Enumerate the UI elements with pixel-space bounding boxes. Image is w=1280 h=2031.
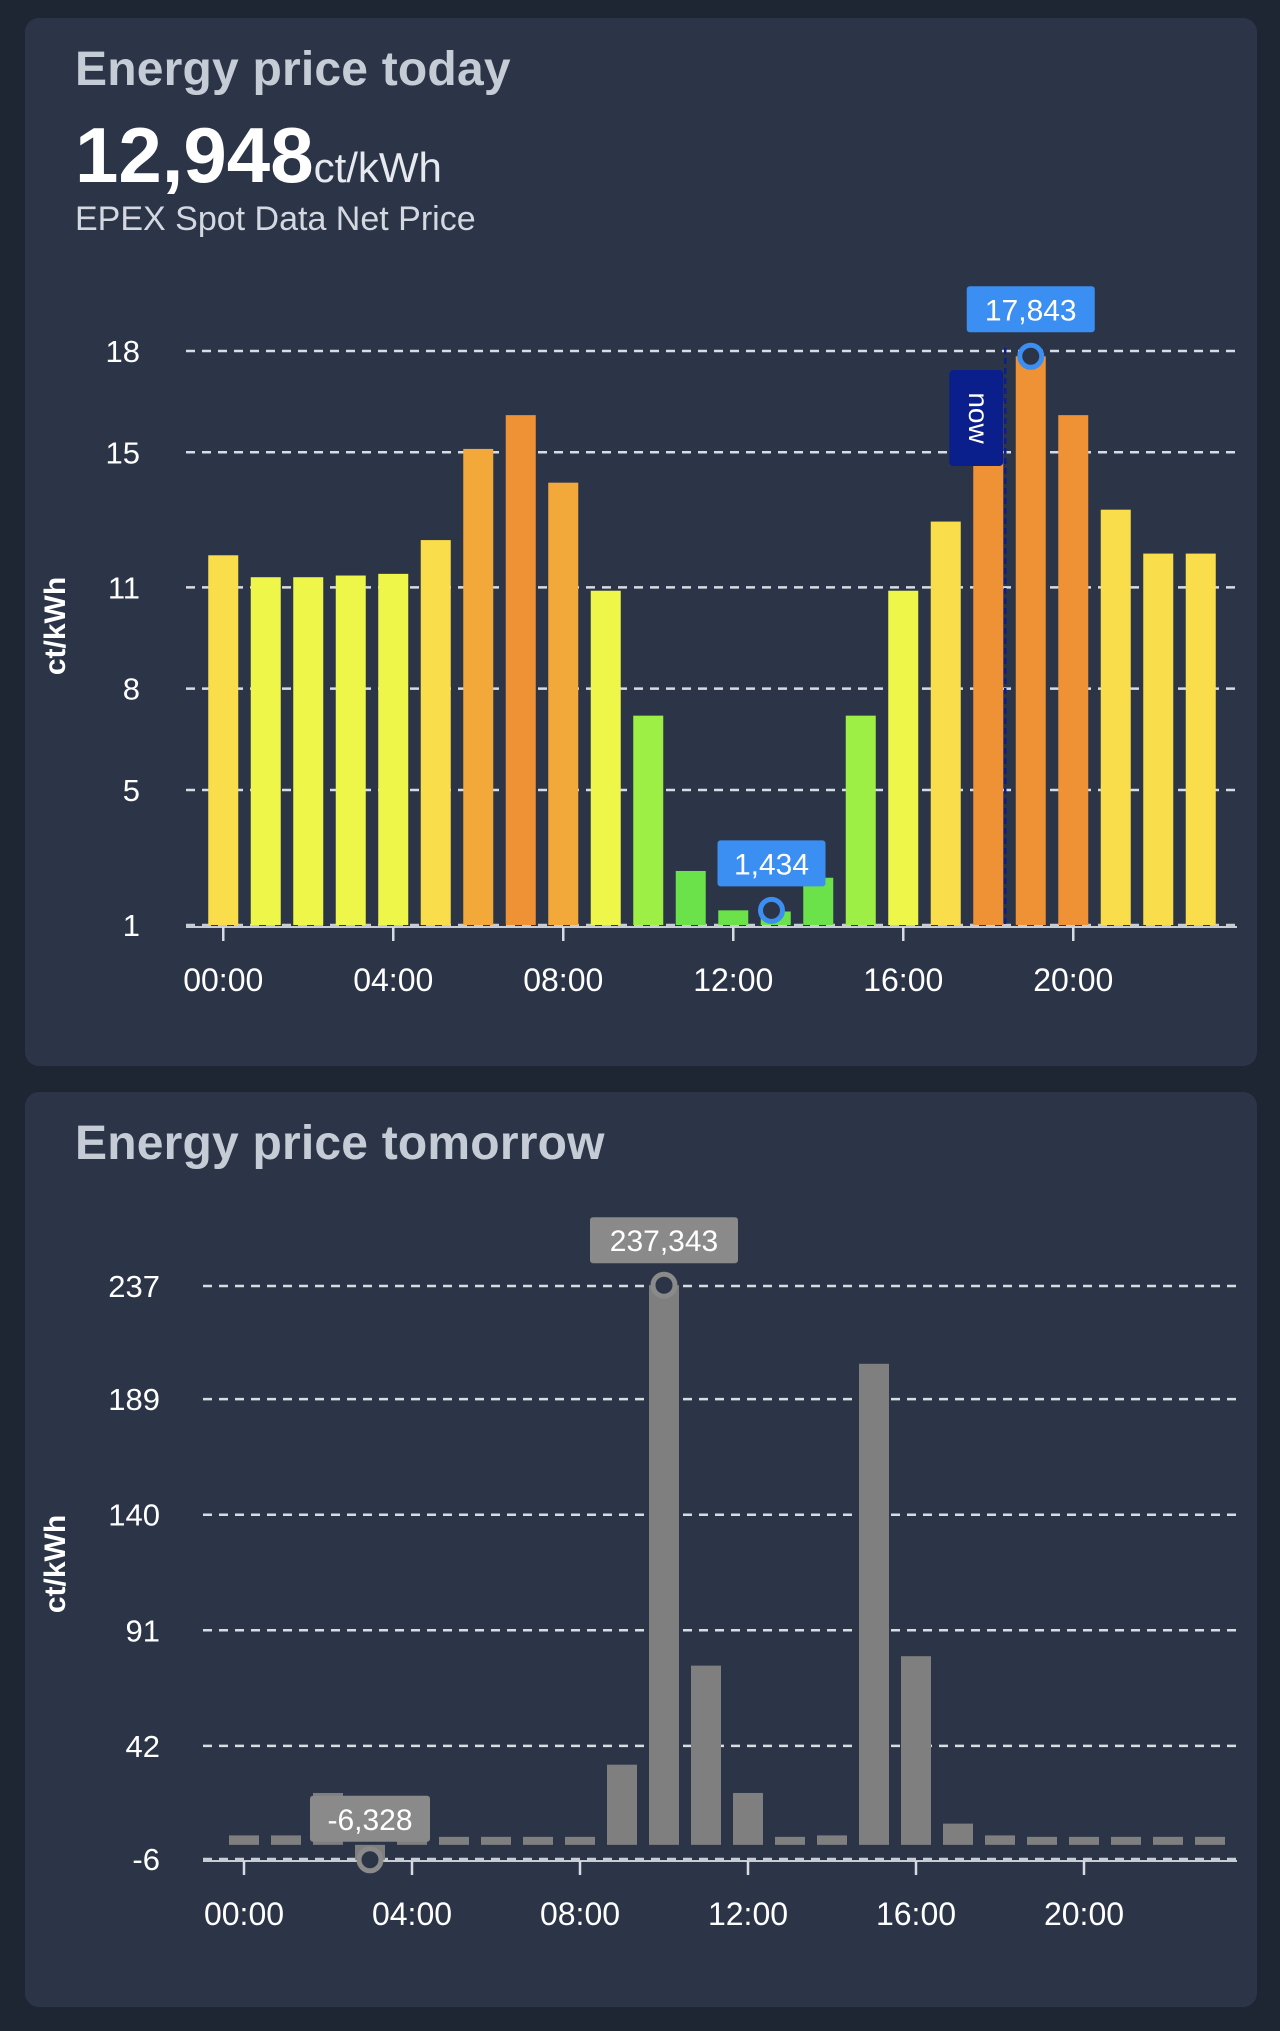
y-tick-label: 18 [106,334,140,369]
x-tick-label: 20:00 [1044,1896,1124,1932]
bar [271,1835,301,1845]
bar [1143,553,1174,925]
x-tick-label: 12:00 [708,1896,788,1932]
current-price: 12,948ct/kWh [75,110,442,201]
y-tick-label: 15 [106,435,140,470]
bar [817,1835,847,1845]
bar [607,1764,637,1845]
bar [649,1285,679,1845]
y-tick-label: 189 [108,1382,160,1417]
bar [985,1835,1015,1845]
bar [420,540,451,925]
bar [1111,1836,1141,1845]
today-card: Energy price today 12,948ct/kWh EPEX Spo… [25,18,1257,1066]
x-tick-label: 08:00 [523,962,603,998]
bar [901,1656,931,1845]
y-tick-label: -6 [132,1842,160,1877]
bar [1153,1836,1183,1845]
max-marker [650,1271,678,1299]
bar [590,590,621,925]
current-price-unit: ct/kWh [313,144,442,191]
tomorrow-card-title: Energy price tomorrow [75,1117,605,1170]
x-tick-label: 12:00 [693,962,773,998]
bar [1027,1836,1057,1845]
bar [481,1836,511,1845]
bar [775,1836,805,1845]
x-tick-label: 08:00 [540,1896,620,1932]
x-tick-label: 16:00 [863,962,943,998]
tomorrow-chart: -6 42 91 140 189 237 ct/kWh 00:00 04:00 08:00 12:0… [39,1217,1237,1932]
min-marker [356,1846,384,1874]
bar [335,575,366,925]
bar [378,573,409,925]
x-tick-label: 04:00 [372,1896,452,1932]
today-subtitle: EPEX Spot Data Net Price [75,200,476,238]
bar [250,577,281,925]
y-tick-label: 5 [123,773,140,808]
bar [229,1835,259,1845]
bar [293,577,324,925]
bar [1015,356,1046,926]
bar [633,715,664,925]
x-tick-label: 16:00 [876,1896,956,1932]
bar [845,715,876,925]
min-label-box [717,840,826,887]
bar [208,555,239,925]
bar [888,590,919,925]
y-axis-label: ct/kWh [39,1515,72,1613]
x-tick-label: 00:00 [204,1896,284,1932]
bar [733,1792,763,1845]
y-tick-label: 237 [108,1269,160,1304]
bar [1100,509,1131,925]
bar [505,415,536,925]
tomorrow-card: Energy price tomorrow -6 42 91 140 189 237 ct/… [25,1092,1257,2007]
bar [691,1665,721,1845]
min-label-box [310,1795,430,1842]
bar [1185,553,1216,925]
bar [463,448,494,925]
min-marker [758,896,785,924]
max-label-box [966,286,1095,333]
bar [859,1363,889,1845]
max-label: 17,843 [985,294,1077,327]
y-tick-label: 91 [126,1613,160,1648]
x-tick-label: 20:00 [1033,962,1113,998]
y-tick-label: 8 [123,672,140,707]
max-label-box [590,1217,738,1264]
y-tick-label: 140 [108,1498,160,1533]
bar [675,870,706,925]
y-tick-label: 11 [108,570,140,605]
bar [523,1836,553,1845]
y-tick-label: 1 [123,908,140,943]
max-marker [1017,342,1045,370]
bar [718,910,749,925]
bar [548,482,579,925]
bar [943,1823,973,1845]
bar [1058,415,1089,925]
max-label: 237,343 [610,1225,718,1258]
x-tick-label: 00:00 [183,962,263,998]
bar [565,1836,595,1845]
min-label: 1,434 [734,848,809,881]
y-tick-label: 42 [126,1729,160,1764]
y-axis-label: ct/kWh [39,577,72,675]
bar [1195,1836,1225,1845]
bar [1069,1836,1099,1845]
bar [439,1836,469,1845]
now-badge [949,370,1004,466]
min-label: -6,328 [327,1804,412,1837]
bar [930,521,961,925]
now-label: now [963,392,994,444]
current-price-value: 12,948 [75,111,314,199]
bar [973,401,1004,925]
x-tick-label: 04:00 [353,962,433,998]
today-card-title: Energy price today [75,43,511,96]
